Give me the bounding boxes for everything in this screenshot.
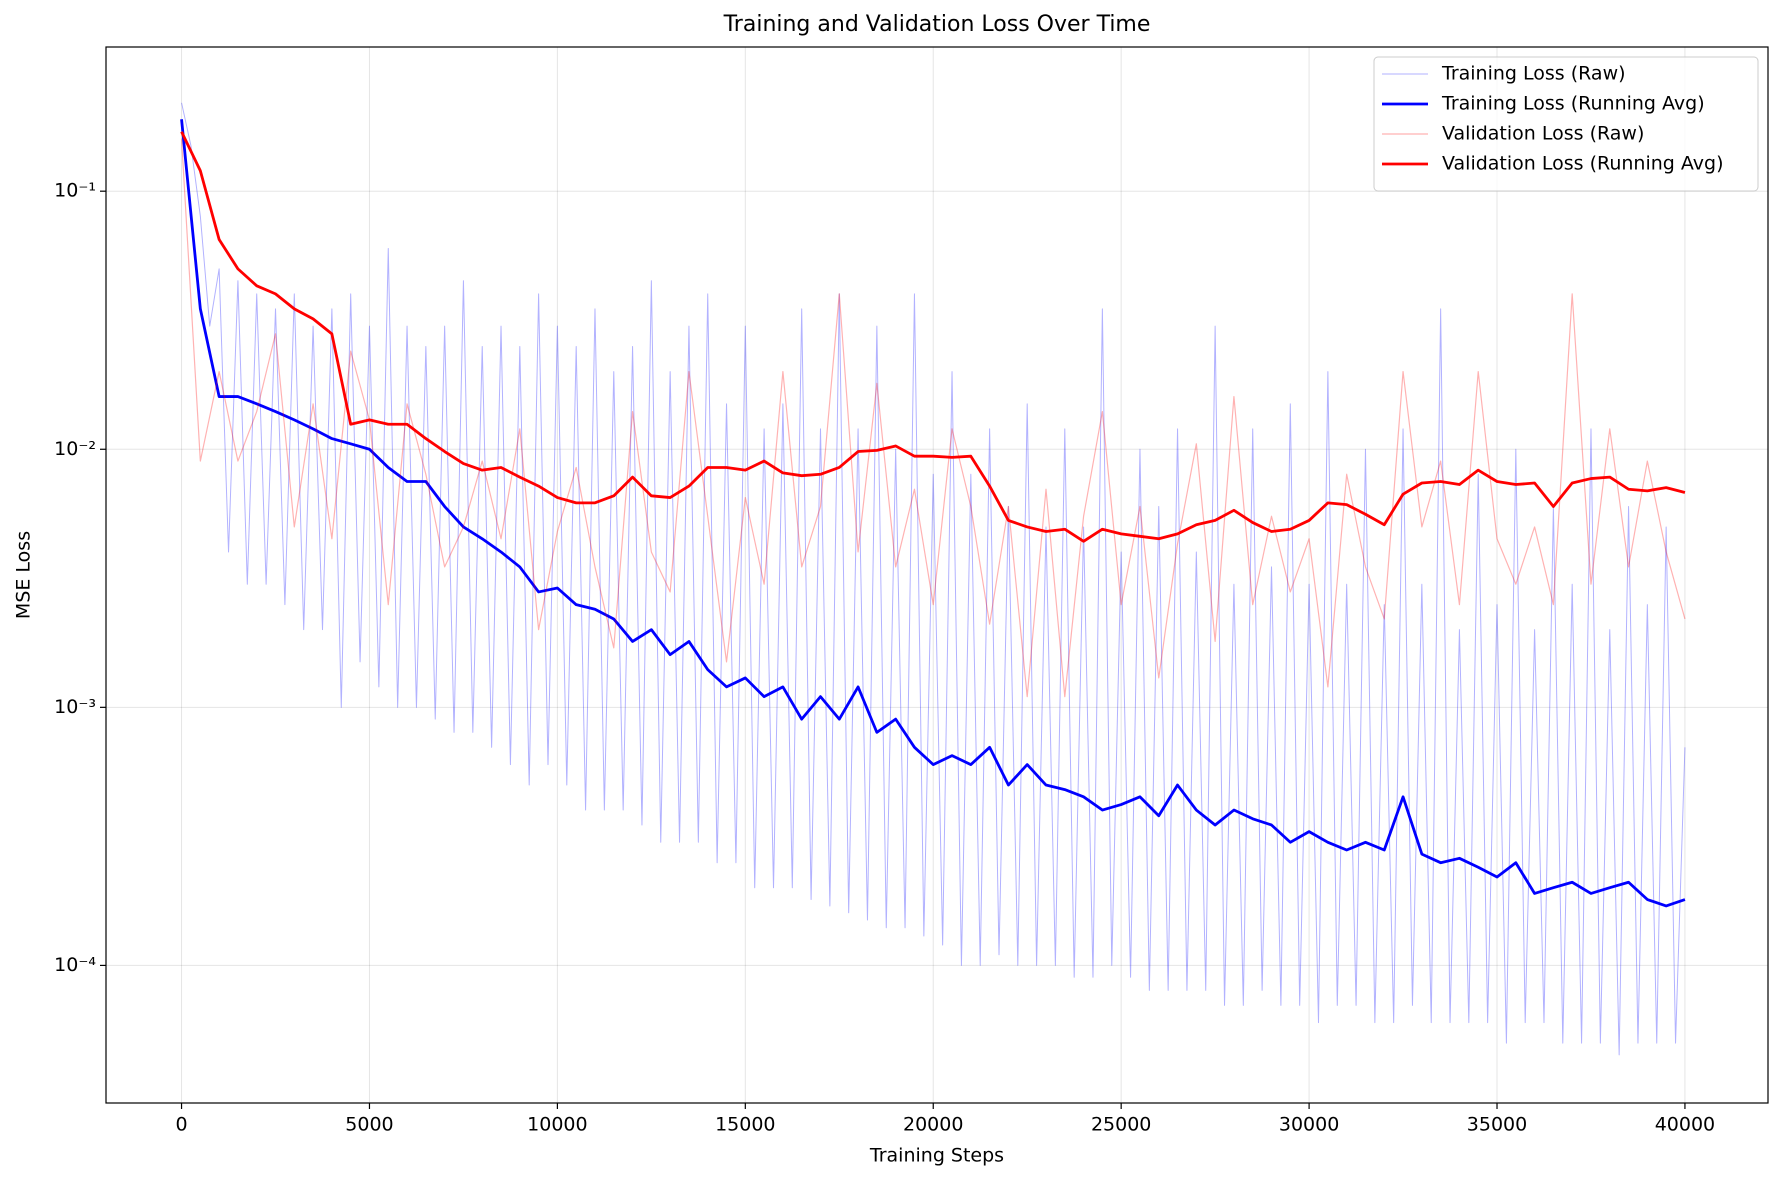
y-tick-label: 10⁻⁴ [54,954,96,976]
legend: Training Loss (Raw) Training Loss (Runnin… [1373,56,1759,192]
x-tick-label: 40000 [1655,1114,1715,1136]
legend-label: Training Loss (Running Avg) [1441,93,1705,115]
x-tick-label: 10000 [527,1114,587,1136]
x-tick-label: 20000 [903,1114,963,1136]
y-axis-label: MSE Loss [13,531,35,619]
x-tick-label: 5000 [345,1114,393,1136]
legend-label: Validation Loss (Raw) [1442,123,1644,145]
series-line [180,119,1686,908]
x-tick-label: 35000 [1467,1114,1527,1136]
series-line [180,131,1686,543]
plot-lines [180,102,1686,1056]
x-tick-label: 25000 [1091,1114,1151,1136]
x-tick-label: 15000 [715,1114,775,1136]
y-tick-label: 10⁻³ [54,696,96,718]
legend-box [1373,56,1759,192]
plot-frame [105,46,1769,1104]
y-tick-label: 10⁻¹ [54,180,96,202]
x-tick-label: 0 [175,1114,187,1136]
legend-label: Training Loss (Raw) [1441,63,1626,85]
x-axis-label: Training Steps [869,1145,1004,1167]
series-line [181,102,1686,1056]
axes: 0 5000 10000 15000 20000 25000 30000 35000 40000… [54,180,1715,1136]
x-tick-label: 30000 [1279,1114,1339,1136]
y-tick-label: 10⁻² [54,438,96,460]
legend-label: Validation Loss (Running Avg) [1442,153,1723,175]
chart-title: Training and Validation Loss Over Time [723,12,1151,37]
